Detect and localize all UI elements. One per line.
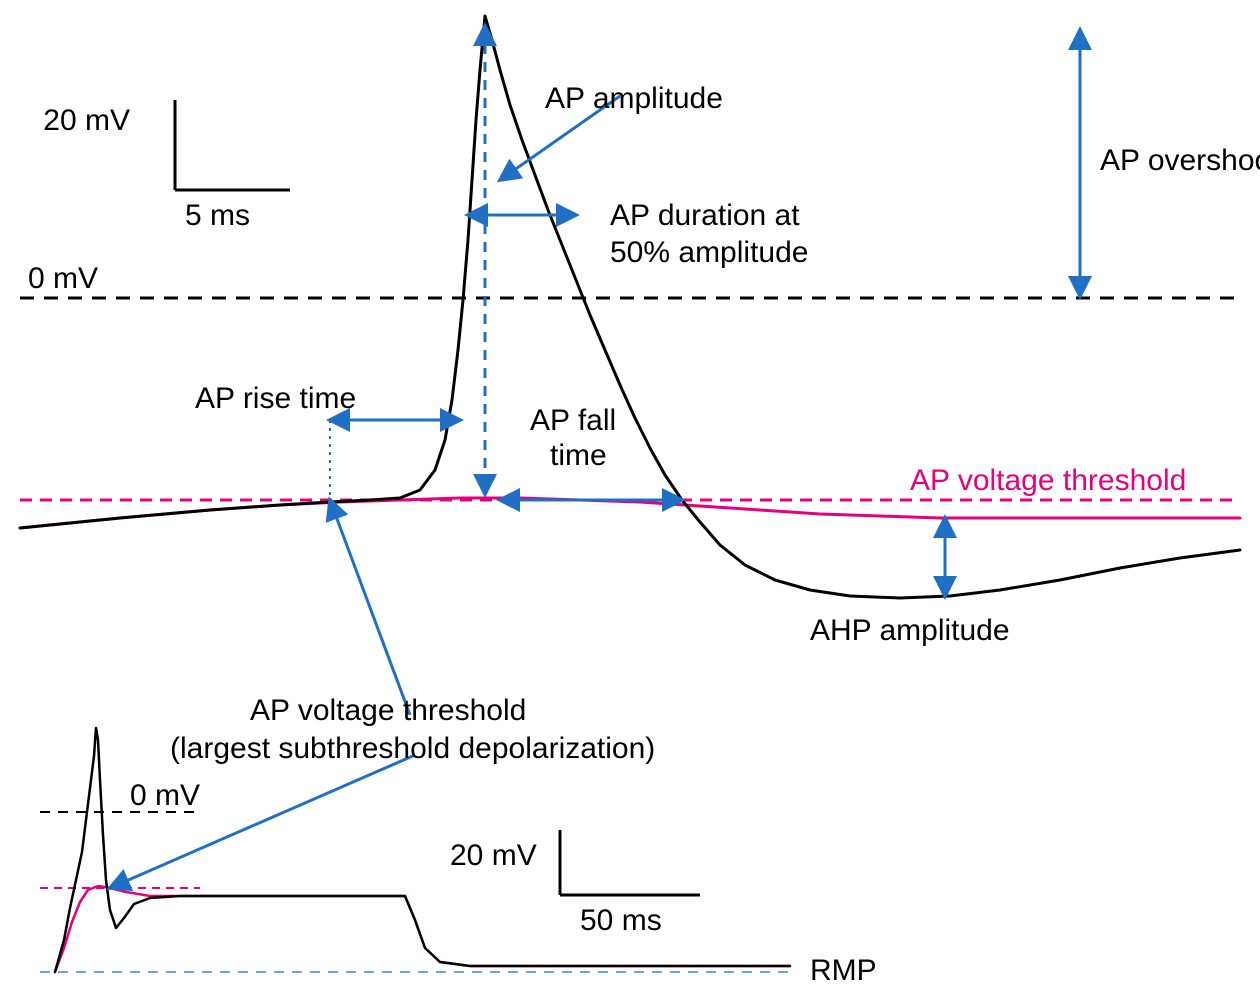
label-scale-main-v: 20 mV <box>43 104 130 137</box>
subthreshold-trace-inset <box>55 886 790 972</box>
label-ap_rise: AP rise time <box>195 382 356 415</box>
label-ap_overshoot: AP overshoot <box>1100 144 1260 177</box>
label-scale_inset_h: 50 ms <box>580 904 662 937</box>
label-ap_vthresh: AP voltage threshold <box>910 464 1186 497</box>
label-ap_amplitude: AP amplitude <box>545 82 723 115</box>
label-scale-inset-v: 20 mV <box>450 839 537 872</box>
label-vthresh_big_l2: (largest subthreshold depolarization) <box>170 732 655 765</box>
label-zero_mv_inset: 0 mV <box>130 779 200 812</box>
label-ahp_amp: AHP amplitude <box>810 614 1010 647</box>
label-ap_fall_l1: AP fall <box>530 404 616 437</box>
threshold-pointer-main <box>330 500 410 715</box>
label-ap_duration_l2: 50% amplitude <box>610 236 808 269</box>
threshold-pointer-inset <box>110 755 415 888</box>
subthreshold-trace-main <box>20 498 1240 528</box>
label-rmp: RMP <box>810 954 877 987</box>
label-zero_mv_main: 0 mV <box>28 262 98 295</box>
label-scale_main_h: 5 ms <box>185 199 250 232</box>
label-vthresh_big_l1: AP voltage threshold <box>250 694 526 727</box>
label-ap_fall_l2: time <box>550 439 607 472</box>
label-ap_duration_l1: AP duration at <box>610 199 800 232</box>
